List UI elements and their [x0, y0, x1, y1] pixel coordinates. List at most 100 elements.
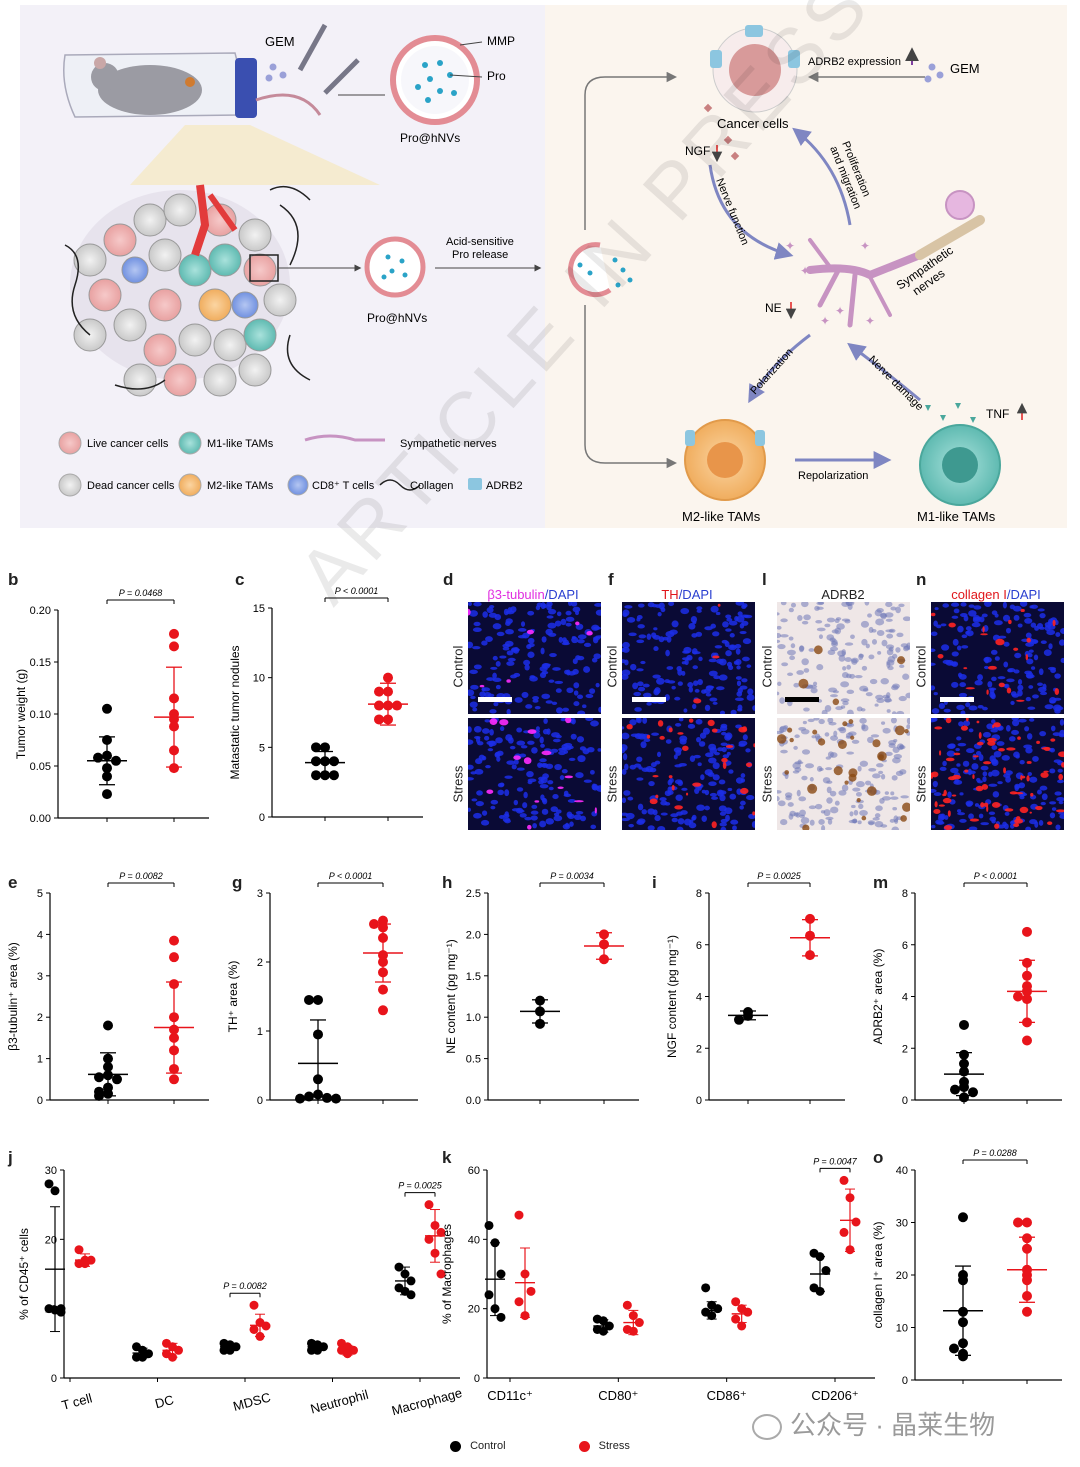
- nucleus-mark: [960, 710, 966, 714]
- nucleus-mark: [881, 796, 891, 801]
- signal-mark: [966, 828, 970, 830]
- data-point: [394, 1262, 404, 1272]
- nucleus-mark: [473, 621, 481, 627]
- data-point: [169, 693, 179, 704]
- nucleus-mark: [983, 665, 989, 670]
- nucleus-mark: [1040, 801, 1046, 806]
- nucleus-mark: [718, 779, 726, 785]
- nucleus-mark: [729, 793, 737, 800]
- signal-mark: [983, 802, 989, 807]
- data-point: [805, 913, 815, 924]
- stain-mark: [837, 739, 847, 749]
- signal-mark: [960, 725, 969, 731]
- nucleus-mark: [637, 733, 646, 740]
- stain-mark: [848, 719, 854, 724]
- data-point: [44, 1179, 54, 1189]
- nucleus-mark: [492, 677, 502, 683]
- y-axis-label: Matastatic tumor nodules: [228, 645, 242, 779]
- nucleus-mark: [954, 778, 960, 784]
- data-point: [102, 771, 112, 782]
- nucleus-mark: [790, 602, 796, 608]
- nucleus-mark: [980, 765, 989, 771]
- stain-mark: [856, 798, 861, 803]
- nucleus-mark: [494, 751, 501, 757]
- nucleus-mark: [1032, 755, 1039, 762]
- signal-mark: [711, 728, 718, 733]
- nucleus-mark: [869, 678, 878, 685]
- stain-mark: [807, 783, 818, 794]
- nucleus-mark: [468, 641, 474, 649]
- nucleus-mark: [710, 605, 719, 613]
- data-point: [174, 1345, 183, 1355]
- data-point: [1022, 1233, 1032, 1244]
- nucleus-mark: [694, 688, 700, 693]
- nucleus-mark: [699, 732, 707, 739]
- nucleus-mark: [742, 734, 748, 741]
- data-point: [322, 1092, 332, 1103]
- data-point: [1013, 991, 1023, 1002]
- row-label-stress-l: Stress: [759, 765, 775, 803]
- p-value-label: P = 0.0082: [223, 1281, 266, 1291]
- nucleus-mark: [879, 613, 888, 618]
- nucleus-mark: [595, 635, 601, 639]
- nucleus-mark: [642, 692, 652, 698]
- stain-mark: [787, 727, 793, 733]
- data-point: [743, 1010, 753, 1021]
- nucleus-mark: [659, 797, 667, 802]
- signal-mark: [753, 743, 755, 748]
- nucleus-mark: [798, 796, 807, 802]
- nucleus-mark: [687, 682, 694, 688]
- data-point: [311, 770, 321, 781]
- nucleus-mark: [1003, 641, 1010, 647]
- signal-mark: [1020, 608, 1025, 613]
- data-point: [815, 1286, 825, 1296]
- nucleus-mark: [627, 796, 634, 801]
- panel-letter-g: g: [232, 873, 243, 892]
- micrograph-f-control: [622, 602, 755, 714]
- nucleus-mark: [780, 819, 788, 826]
- data-point: [851, 1217, 861, 1227]
- nv-label-mid: Pro@hNVs: [367, 311, 427, 325]
- signal-mark: [707, 719, 715, 727]
- nucleus-mark: [567, 813, 575, 820]
- nucleus-mark: [859, 760, 869, 767]
- data-point: [430, 1220, 440, 1230]
- signal-mark: [626, 724, 633, 730]
- y-tick-label: 40: [896, 1165, 908, 1177]
- data-point: [430, 1248, 440, 1258]
- nucleus-mark: [550, 806, 559, 813]
- signal-mark: [1055, 809, 1064, 813]
- nucleus-mark: [646, 701, 652, 706]
- nucleus-mark: [482, 611, 488, 618]
- nucleus-mark: [844, 657, 852, 662]
- nucleus-mark: [693, 754, 701, 759]
- data-point: [958, 1306, 968, 1317]
- nucleus-mark: [701, 815, 707, 822]
- nucleus-mark: [628, 823, 634, 828]
- nucleus-mark: [905, 692, 910, 699]
- micro-title-d-marker: β3-tubulin: [487, 587, 545, 602]
- stain-mark: [817, 738, 826, 746]
- nucleus-mark: [892, 746, 900, 753]
- stain-mark: [842, 721, 848, 727]
- nucleus-mark: [562, 823, 571, 830]
- nucleus-mark: [779, 697, 786, 704]
- nucleus-mark: [643, 738, 651, 742]
- micrograph-d-control: [468, 602, 601, 714]
- nucleus-mark: [825, 816, 834, 820]
- nucleus-mark: [948, 743, 956, 749]
- nucleus-mark: [492, 623, 502, 630]
- nucleus-mark: [826, 786, 832, 794]
- adrb2-expr-label: ADRB2 expression: [808, 56, 901, 68]
- nucleus-mark: [1026, 733, 1033, 740]
- chart-c-nodules: 0 5 10 15 Matastatic tumor nodules P < 0.0001: [228, 586, 423, 824]
- signal-mark: [668, 775, 673, 779]
- data-point: [169, 935, 179, 946]
- nucleus-mark: [522, 802, 528, 809]
- signal-mark: [983, 761, 992, 765]
- nucleus-mark: [541, 808, 549, 815]
- nucleus-mark: [956, 809, 962, 813]
- signal-mark: [937, 653, 944, 659]
- legend-dead: Dead cancer cells: [87, 480, 175, 492]
- data-point: [94, 1072, 104, 1083]
